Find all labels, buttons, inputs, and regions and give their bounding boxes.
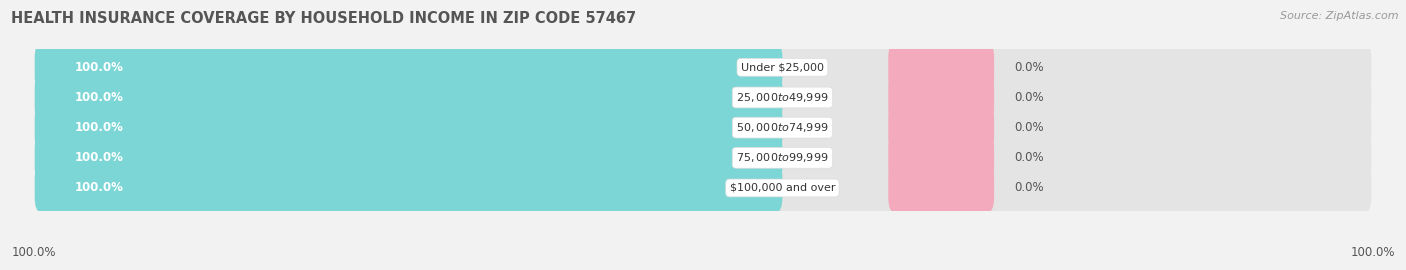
FancyBboxPatch shape bbox=[35, 164, 782, 212]
Text: 100.0%: 100.0% bbox=[75, 91, 124, 104]
Text: $75,000 to $99,999: $75,000 to $99,999 bbox=[737, 151, 828, 164]
Text: $25,000 to $49,999: $25,000 to $49,999 bbox=[737, 91, 828, 104]
Text: Under $25,000: Under $25,000 bbox=[741, 62, 824, 72]
Text: 100.0%: 100.0% bbox=[75, 151, 124, 164]
FancyBboxPatch shape bbox=[35, 43, 1371, 92]
FancyBboxPatch shape bbox=[889, 133, 994, 182]
Text: 0.0%: 0.0% bbox=[1014, 61, 1043, 74]
FancyBboxPatch shape bbox=[35, 73, 1371, 122]
FancyBboxPatch shape bbox=[35, 164, 1371, 212]
Text: Source: ZipAtlas.com: Source: ZipAtlas.com bbox=[1281, 11, 1399, 21]
Text: 0.0%: 0.0% bbox=[1014, 91, 1043, 104]
Text: 100.0%: 100.0% bbox=[11, 246, 56, 259]
FancyBboxPatch shape bbox=[35, 133, 1371, 182]
FancyBboxPatch shape bbox=[35, 103, 1371, 152]
FancyBboxPatch shape bbox=[35, 43, 782, 92]
FancyBboxPatch shape bbox=[35, 73, 782, 122]
FancyBboxPatch shape bbox=[889, 73, 994, 122]
Text: $100,000 and over: $100,000 and over bbox=[730, 183, 835, 193]
Text: 100.0%: 100.0% bbox=[75, 181, 124, 194]
Text: 0.0%: 0.0% bbox=[1014, 151, 1043, 164]
FancyBboxPatch shape bbox=[889, 103, 994, 152]
Text: 0.0%: 0.0% bbox=[1014, 181, 1043, 194]
FancyBboxPatch shape bbox=[35, 103, 782, 152]
FancyBboxPatch shape bbox=[889, 164, 994, 212]
Text: 100.0%: 100.0% bbox=[1350, 246, 1395, 259]
Text: 100.0%: 100.0% bbox=[75, 121, 124, 134]
Text: HEALTH INSURANCE COVERAGE BY HOUSEHOLD INCOME IN ZIP CODE 57467: HEALTH INSURANCE COVERAGE BY HOUSEHOLD I… bbox=[11, 11, 637, 26]
FancyBboxPatch shape bbox=[889, 43, 994, 92]
Text: 0.0%: 0.0% bbox=[1014, 121, 1043, 134]
Text: $50,000 to $74,999: $50,000 to $74,999 bbox=[737, 121, 828, 134]
FancyBboxPatch shape bbox=[35, 133, 782, 182]
Text: 100.0%: 100.0% bbox=[75, 61, 124, 74]
